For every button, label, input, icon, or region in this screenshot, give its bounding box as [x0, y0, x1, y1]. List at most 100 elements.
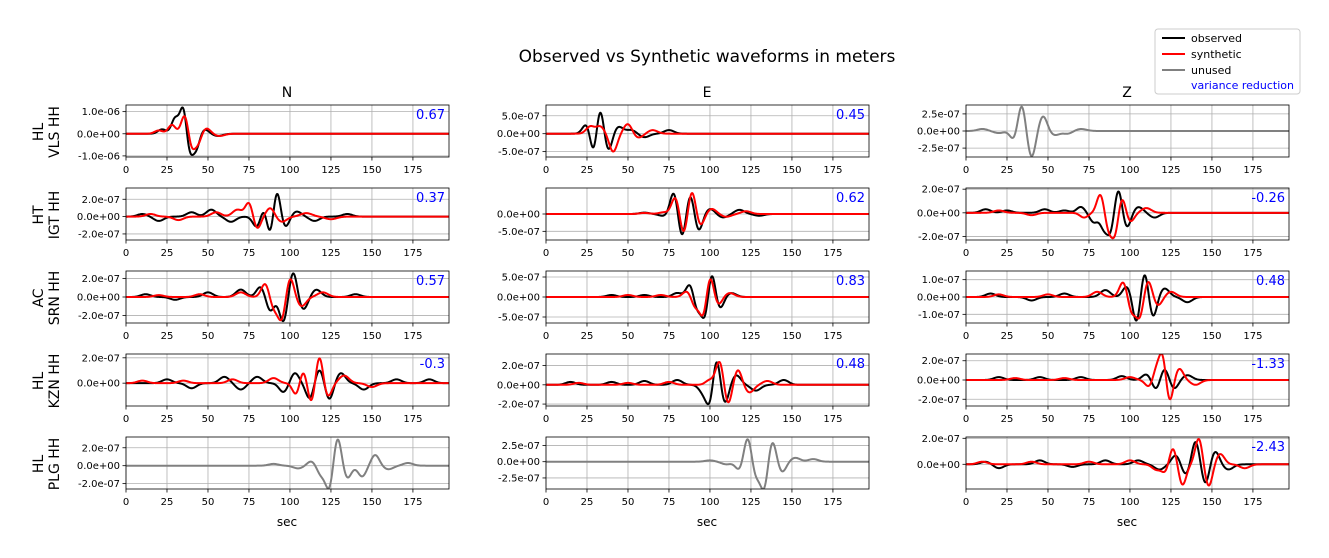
panel-background — [126, 437, 449, 489]
x-tick-label: 50 — [1042, 497, 1055, 508]
x-tick-label: 125 — [741, 248, 760, 259]
x-tick-label: 75 — [663, 165, 676, 176]
panel: 0 25 50 75 100 125 150 175 2.0e-07 0.0e+00 -2.0e-0… — [917, 185, 1290, 259]
variance-reduction-value: -0.3 — [420, 357, 445, 372]
synthetic-trace — [546, 192, 869, 232]
x-tick-label: 50 — [202, 414, 215, 425]
observed-trace — [126, 369, 449, 400]
x-tick-label: 25 — [1001, 414, 1014, 425]
y-tick-label: -2.0e-07 — [78, 229, 120, 240]
x-tick-label: 175 — [1243, 248, 1262, 259]
x-tick-label: 50 — [202, 248, 215, 259]
synthetic-trace — [966, 281, 1289, 320]
x-tick-label: 100 — [280, 331, 299, 342]
legend-label-unused: unused — [1191, 64, 1231, 77]
y-tick-label: 1.0e-06 — [82, 107, 120, 118]
x-tick-label: 150 — [782, 248, 801, 259]
station-labels: HL VLS HH HT IGT HH AC SRN HH HL KZN HH … — [31, 106, 63, 490]
y-tick-label: 2.0e-07 — [82, 274, 120, 285]
panel-frame — [545, 270, 870, 324]
x-tick-label: 75 — [1083, 165, 1096, 176]
x-tick-label: 125 — [741, 331, 760, 342]
panel: 0 25 50 75 100 125 150 175 2.0e-07 0.0e+00 -2.0e-0… — [77, 436, 450, 508]
x-tick-label: 100 — [1120, 248, 1139, 259]
x-tick-label: 100 — [1120, 165, 1139, 176]
x-tick-label: 150 — [362, 248, 381, 259]
y-tick-label: -2.0e-07 — [78, 311, 120, 322]
traces — [966, 105, 1289, 157]
x-tick-label: 150 — [782, 165, 801, 176]
panel-background — [546, 105, 869, 157]
x-tick-label: 150 — [782, 414, 801, 425]
y-tick-label: 2.0e-07 — [502, 361, 540, 372]
panel: 0 25 50 75 100 125 150 175 2.0e-07 0.0e+00 -2.0e-0… — [77, 270, 450, 342]
traces — [966, 274, 1289, 322]
y-tick-label: 5.0e-07 — [502, 111, 540, 122]
x-tick-label: 125 — [321, 331, 340, 342]
y-tick-label: 0.0e+00 — [917, 460, 960, 471]
variance-reduction-value: 0.62 — [836, 191, 865, 206]
x-tick-label: 75 — [663, 497, 676, 508]
y-tick-label: 2.0e-07 — [922, 356, 960, 367]
x-tick-label: 175 — [823, 165, 842, 176]
panel-frame — [965, 104, 1290, 158]
y-tick-label: -5.0e-07 — [498, 313, 540, 324]
y-tick-label: 2.0e-07 — [82, 353, 120, 364]
panel: 0 25 50 75 100 125 150 175 2.5e-07 0.0e+00 -2.5e-0… — [917, 104, 1290, 176]
y-tick-label: 0.0e+00 — [497, 210, 540, 221]
y-tick-label: 2.5e-07 — [502, 441, 540, 452]
x-tick-label: 25 — [581, 331, 594, 342]
panel: 0 25 50 75 100 125 150 175 2.0e-07 0.0e+00 -0.3 — [77, 353, 450, 425]
x-tick-label: 0 — [963, 248, 969, 259]
y-tick-label: 0.0e+00 — [917, 293, 960, 304]
panel: 0 25 50 75 100 125 150 175 5.0e-07 0.0e+00 -5.0e-0… — [497, 104, 870, 176]
y-tick-label: 0.0e+00 — [77, 212, 120, 223]
x-tick-label: 175 — [403, 497, 422, 508]
x-tick-label: 50 — [622, 497, 635, 508]
traces — [546, 438, 869, 489]
x-tick-label: 100 — [280, 414, 299, 425]
synthetic-trace — [546, 123, 869, 153]
station-network-label: AC — [31, 288, 47, 307]
x-tick-label: 100 — [700, 414, 719, 425]
panel-background — [126, 188, 449, 240]
x-tick-label: 75 — [243, 497, 256, 508]
x-tick-label: 50 — [1042, 248, 1055, 259]
x-axis-label: sec — [277, 515, 297, 529]
x-tick-label: 25 — [1001, 165, 1014, 176]
x-tick-label: 175 — [403, 331, 422, 342]
x-tick-label: 50 — [622, 165, 635, 176]
x-tick-label: 25 — [161, 497, 174, 508]
station-name-label: PLG HH — [47, 438, 63, 491]
x-tick-label: 25 — [1001, 248, 1014, 259]
x-tick-label: 75 — [1083, 497, 1096, 508]
x-tick-label: 150 — [1202, 414, 1221, 425]
x-tick-label: 50 — [202, 165, 215, 176]
traces — [546, 111, 869, 153]
x-tick-label: 175 — [823, 248, 842, 259]
variance-reduction-value: 0.57 — [416, 274, 445, 289]
variance-reduction-value: 0.45 — [836, 108, 865, 123]
x-tick-label: 150 — [782, 331, 801, 342]
legend-label-variance-reduction: variance reduction — [1191, 79, 1294, 92]
x-tick-label: 125 — [321, 414, 340, 425]
x-tick-label: 50 — [622, 414, 635, 425]
x-tick-label: 150 — [362, 331, 381, 342]
x-tick-label: 50 — [202, 331, 215, 342]
station-name-label: IGT HH — [47, 191, 63, 240]
panel: 0 25 50 75 100 125 150 175 1.0e-07 0.0e+00 -1.0e-0… — [917, 270, 1290, 342]
x-tick-label: 175 — [823, 497, 842, 508]
x-tick-label: 0 — [123, 248, 129, 259]
variance-reduction-value: 0.83 — [836, 274, 865, 289]
x-tick-label: 175 — [403, 248, 422, 259]
x-tick-label: 150 — [1202, 331, 1221, 342]
synthetic-trace — [126, 201, 449, 229]
panel-frame — [125, 436, 450, 490]
x-tick-label: 100 — [280, 248, 299, 259]
x-tick-label: 125 — [741, 414, 760, 425]
x-tick-label: 0 — [963, 414, 969, 425]
x-tick-label: 75 — [243, 331, 256, 342]
panel: 0 25 50 75 100 125 150 175 2.0e-07 0.0e+00 -2.43 — [917, 434, 1290, 508]
variance-reduction-value: 0.48 — [836, 357, 865, 372]
